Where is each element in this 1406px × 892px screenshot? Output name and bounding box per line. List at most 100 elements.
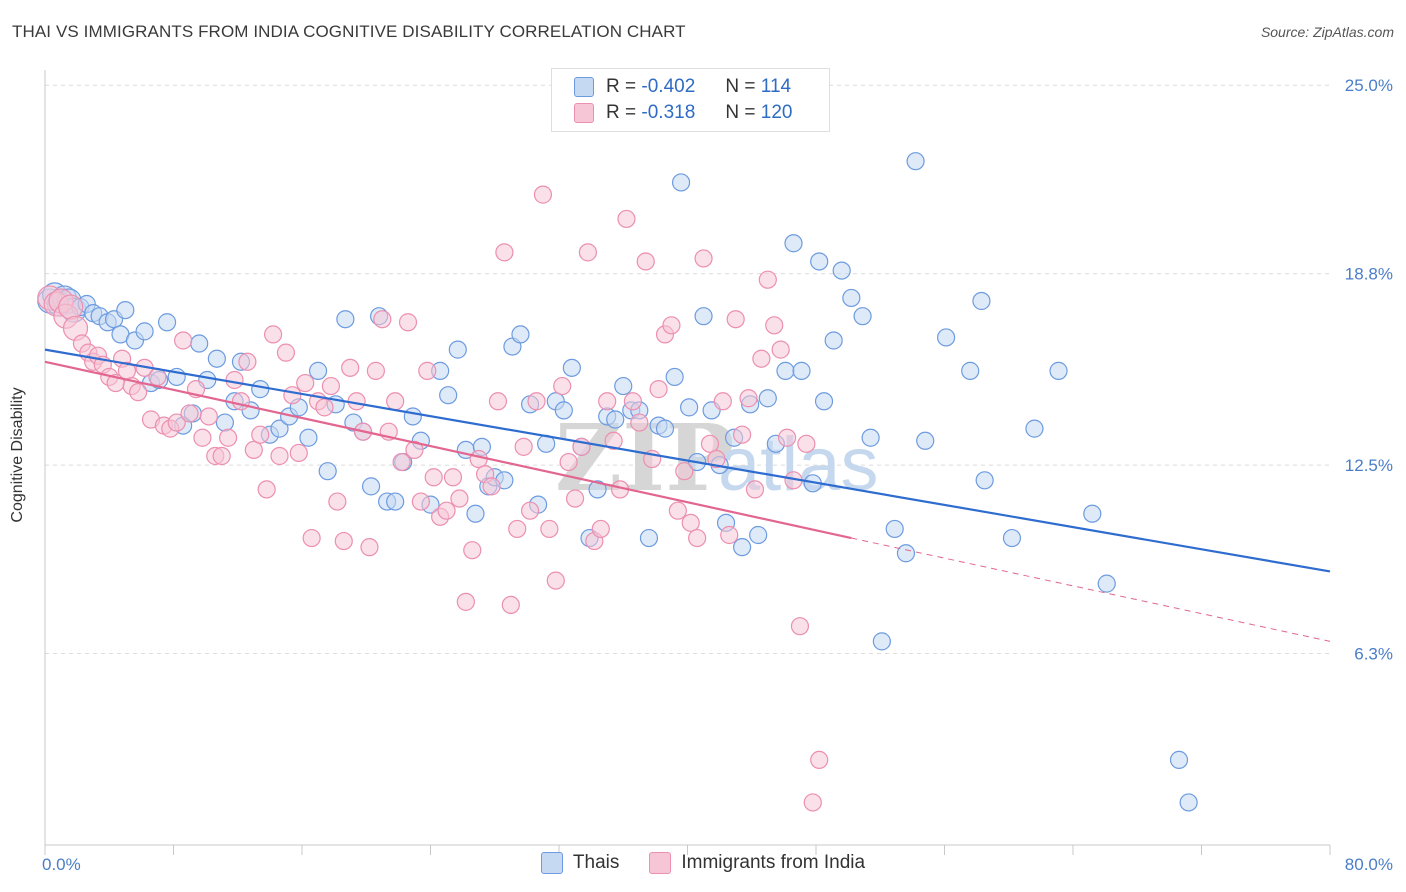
india-point-121 (803, 793, 822, 812)
legend-item-india: Immigrants from India (649, 852, 865, 874)
india-point-92 (617, 209, 636, 229)
india-point-67 (456, 592, 475, 611)
thais-point-92 (784, 234, 803, 253)
india-point-69 (469, 449, 488, 469)
india-point-82 (553, 376, 572, 396)
india-point-107 (713, 392, 732, 411)
thais-point-88 (749, 525, 768, 545)
india-point-94 (630, 413, 649, 432)
thais-point-86 (733, 538, 752, 557)
y-tick-label-1: 12.5% (1345, 456, 1393, 475)
thais-point-95 (810, 252, 829, 271)
india-point-47 (328, 492, 347, 511)
series-legend: Thais Immigrants from India (0, 852, 1406, 874)
correlation-legend: R = -0.402 N = 114 R = -0.318 N = 120 (551, 68, 830, 132)
r-label: R = (606, 102, 637, 123)
india-point-31 (225, 370, 244, 390)
y-tick-labels: 6.3% 12.5% 18.8% 25.0% (1345, 76, 1393, 663)
india-point-46 (321, 376, 341, 396)
n-label: N = (725, 102, 756, 123)
thais-point-18 (157, 313, 177, 332)
india-point-72 (488, 392, 508, 411)
india-point-122 (810, 750, 829, 770)
india-point-24 (180, 404, 199, 423)
india-point-30 (219, 428, 238, 447)
thais-point-77 (665, 367, 684, 387)
thais-point-38 (336, 310, 355, 329)
thais-point-108 (961, 361, 980, 380)
india-point-114 (758, 270, 777, 289)
india-point-80 (540, 519, 559, 539)
thais-point-50 (439, 386, 458, 405)
india-point-119 (790, 617, 810, 636)
india-point-58 (398, 313, 418, 332)
y-tick-label-3: 25.0% (1345, 76, 1393, 95)
thais-legend-label: Thais (572, 852, 620, 873)
india-point-59 (405, 440, 424, 460)
thais-point-53 (466, 504, 485, 523)
india-point-27 (199, 407, 218, 426)
india-point-22 (167, 413, 186, 432)
india-point-38 (270, 446, 289, 466)
legend-row-india: R = -0.318 N = 120 (574, 101, 792, 125)
india-point-52 (360, 538, 379, 557)
india-point-48 (334, 531, 353, 551)
india-point-88 (591, 519, 610, 539)
india-point-93 (623, 392, 642, 411)
india-point-16 (129, 383, 148, 402)
india-point-77 (520, 501, 540, 520)
thais-point-93 (792, 361, 811, 380)
thais-point-99 (842, 288, 861, 308)
india-point-23 (174, 331, 193, 350)
thais-point-34 (299, 428, 318, 447)
thais-point-51 (448, 340, 467, 359)
thais-point-106 (916, 431, 935, 450)
thais-point-111 (1002, 528, 1022, 548)
india-point-53 (366, 361, 385, 380)
axes (44, 70, 1331, 855)
india-point-117 (777, 428, 797, 447)
thais-point-104 (896, 544, 916, 563)
thais-swatch (574, 77, 594, 97)
india-point-61 (418, 361, 437, 380)
thais-point-89 (758, 389, 777, 408)
india-legend-label: Immigrants from India (681, 852, 866, 873)
india-point-66 (450, 489, 469, 508)
thais-point-101 (861, 428, 880, 447)
india-point-84 (565, 489, 585, 508)
india-point-115 (765, 316, 784, 335)
thais-point-117 (1179, 793, 1198, 812)
thais-r-value: -0.402 (641, 76, 696, 97)
thais-point-81 (694, 307, 713, 326)
thais-point-96 (814, 392, 834, 411)
india-point-32 (231, 392, 251, 411)
india-n-value: 120 (760, 102, 793, 123)
india-point-89 (598, 392, 617, 411)
thais-point-76 (655, 419, 675, 438)
india-point-108 (720, 525, 739, 545)
thais-point-91 (776, 361, 795, 380)
thais-point-44 (386, 492, 405, 511)
india-point-86 (578, 243, 598, 262)
thais-point-13 (116, 300, 135, 320)
india-trend-line (44, 360, 852, 540)
india-points (37, 185, 829, 812)
thais-point-109 (972, 291, 991, 311)
india-point-26 (193, 428, 212, 447)
y-tick-label-0: 6.3% (1354, 645, 1393, 664)
india-point-60 (411, 492, 430, 511)
thais-point-97 (824, 331, 843, 350)
thais-point-35 (308, 361, 328, 380)
legend-row-thais: R = -0.402 N = 114 (574, 75, 791, 99)
india-trend-extension (851, 537, 1331, 642)
n-label: N = (725, 76, 756, 97)
india-point-71 (482, 477, 501, 496)
india-point-56 (386, 392, 405, 411)
thais-point-46 (403, 407, 422, 426)
india-point-120 (797, 434, 816, 453)
thais-point-107 (937, 328, 956, 347)
india-point-49 (341, 358, 360, 377)
india-point-36 (257, 480, 276, 499)
india-point-111 (739, 389, 758, 408)
